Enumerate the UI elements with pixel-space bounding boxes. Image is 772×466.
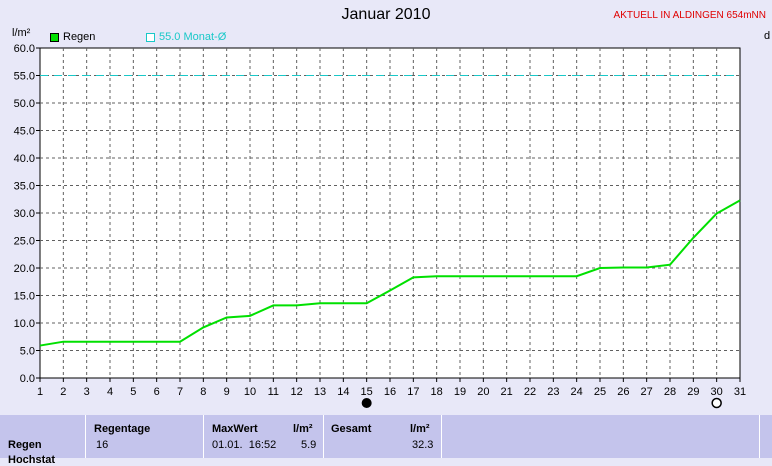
y-ticks: 0.0 5.0 10.0 15.0 20.0 25.0 30.0 35.0 40.0 45.0 50… bbox=[14, 43, 40, 385]
x-tick-label: 16 bbox=[384, 386, 396, 398]
x-tick-label: 23 bbox=[547, 386, 559, 398]
series-group bbox=[39, 199, 741, 347]
x-tick-label: 28 bbox=[664, 386, 676, 398]
x-tick-label: 26 bbox=[617, 386, 629, 398]
x-tick-label: 8 bbox=[200, 386, 206, 398]
x-tick-label: 27 bbox=[641, 386, 653, 398]
y-tick-label: 25.0 bbox=[14, 236, 35, 248]
stats-cell-empty bbox=[442, 415, 760, 458]
y-tick-label: 40.0 bbox=[14, 153, 35, 165]
y-tick-label: 35.0 bbox=[14, 181, 35, 193]
rain-chart: 0.0 5.0 10.0 15.0 20.0 25.0 30.0 35.0 40.0 45.0 50… bbox=[14, 43, 746, 409]
x-tick-label: 9 bbox=[224, 386, 230, 398]
maxwert-date: 01.01. 16:52 bbox=[212, 439, 277, 451]
x-tick-label: 1 bbox=[37, 386, 43, 398]
legend-reference-swatch bbox=[146, 32, 155, 42]
chart-title: Januar 2010 bbox=[341, 6, 431, 23]
x-tick-label: 30 bbox=[711, 386, 723, 398]
x-tick-label: 15 bbox=[361, 386, 373, 398]
gesamt-unit: l/m² bbox=[410, 423, 430, 435]
y-axis-label: l/m² bbox=[12, 27, 31, 39]
stats-cell-regentage: Regentage 16 bbox=[86, 415, 204, 458]
x-tick-label: 25 bbox=[594, 386, 606, 398]
y-tick-label: 30.0 bbox=[14, 208, 35, 220]
x-tick-label: 21 bbox=[501, 386, 513, 398]
maxwert-value: 5.9 bbox=[301, 439, 317, 451]
regentage-label: Regentage bbox=[94, 423, 151, 435]
maxwert-label: MaxWert bbox=[212, 423, 258, 435]
x-tick-label: 13 bbox=[314, 386, 326, 398]
x-tick-label: 18 bbox=[431, 386, 443, 398]
stats-bar: Regentage 16 MaxWert l/m² 01.01. 16:52 5… bbox=[0, 415, 772, 458]
legend-reference-label: 55.0 Monat-Ø bbox=[159, 31, 227, 43]
series-line-regen bbox=[39, 199, 741, 347]
station-label: AKTUELL IN ALDINGEN 654mNN bbox=[613, 10, 766, 21]
x-tick-label: 11 bbox=[268, 386, 279, 398]
x-tick-label: 19 bbox=[454, 386, 466, 398]
legend-series-swatch bbox=[50, 32, 59, 42]
maxwert-unit: l/m² bbox=[293, 423, 313, 435]
stats-cell-maxwert: MaxWert l/m² 01.01. 16:52 5.9 bbox=[204, 415, 324, 458]
gesamt-value: 32.3 bbox=[412, 439, 434, 451]
x-tick-label: 31 bbox=[734, 386, 746, 398]
x-tick-label: 22 bbox=[524, 386, 536, 398]
x-tick-label: 7 bbox=[177, 386, 183, 398]
moon-markers bbox=[361, 397, 722, 409]
x-tick-label: 20 bbox=[477, 386, 489, 398]
stats-cell-label bbox=[0, 415, 86, 458]
x-tick-label: 29 bbox=[687, 386, 699, 398]
x-tick-label: 10 bbox=[244, 386, 256, 398]
x-tick-label: 5 bbox=[130, 386, 136, 398]
moon-full-icon bbox=[711, 397, 722, 409]
x-tick-label: 3 bbox=[84, 386, 90, 398]
x-tick-label: 6 bbox=[154, 386, 160, 398]
y-tick-label: 5.0 bbox=[20, 346, 35, 358]
y-tick-label: 10.0 bbox=[14, 318, 35, 330]
legend-reference: 55.0 Monat-Ø bbox=[146, 31, 226, 43]
y-tick-label: 50.0 bbox=[14, 98, 35, 110]
y-tick-label: 55.0 bbox=[14, 71, 35, 83]
stats-row-label-2: Hochstat bbox=[8, 454, 56, 466]
moon-new-icon bbox=[361, 398, 372, 408]
y-tick-label: 0.0 bbox=[20, 373, 35, 385]
legend-series-label: Regen bbox=[63, 31, 96, 43]
stats-row-label: Regen bbox=[8, 439, 42, 451]
y-tick-label: 45.0 bbox=[14, 126, 35, 138]
y-tick-label: 20.0 bbox=[14, 263, 35, 275]
x-tick-label: 2 bbox=[60, 386, 66, 398]
x-tick-label: 4 bbox=[107, 386, 113, 398]
grid-lines bbox=[40, 48, 740, 378]
y-tick-label: 15.0 bbox=[14, 291, 35, 303]
regentage-value: 16 bbox=[96, 439, 109, 451]
stats-cell-gesamt: Gesamt l/m² 32.3 bbox=[324, 415, 442, 458]
x-tick-label: 12 bbox=[291, 386, 303, 398]
x-tick-label: 14 bbox=[337, 386, 349, 398]
gesamt-label: Gesamt bbox=[331, 423, 372, 435]
y-tick-label: 60.0 bbox=[14, 43, 35, 55]
x-tick-label: 24 bbox=[571, 386, 583, 398]
x-ticks: 1 2 3 4 5 6 7 8 9 10 11 12 13 14 15 16 17 18 19 20 21 22 23 24 2… bbox=[37, 378, 746, 398]
x-tick-label: 17 bbox=[407, 386, 419, 398]
right-cut-label: d bbox=[764, 30, 771, 42]
legend-series: Regen bbox=[50, 31, 95, 43]
